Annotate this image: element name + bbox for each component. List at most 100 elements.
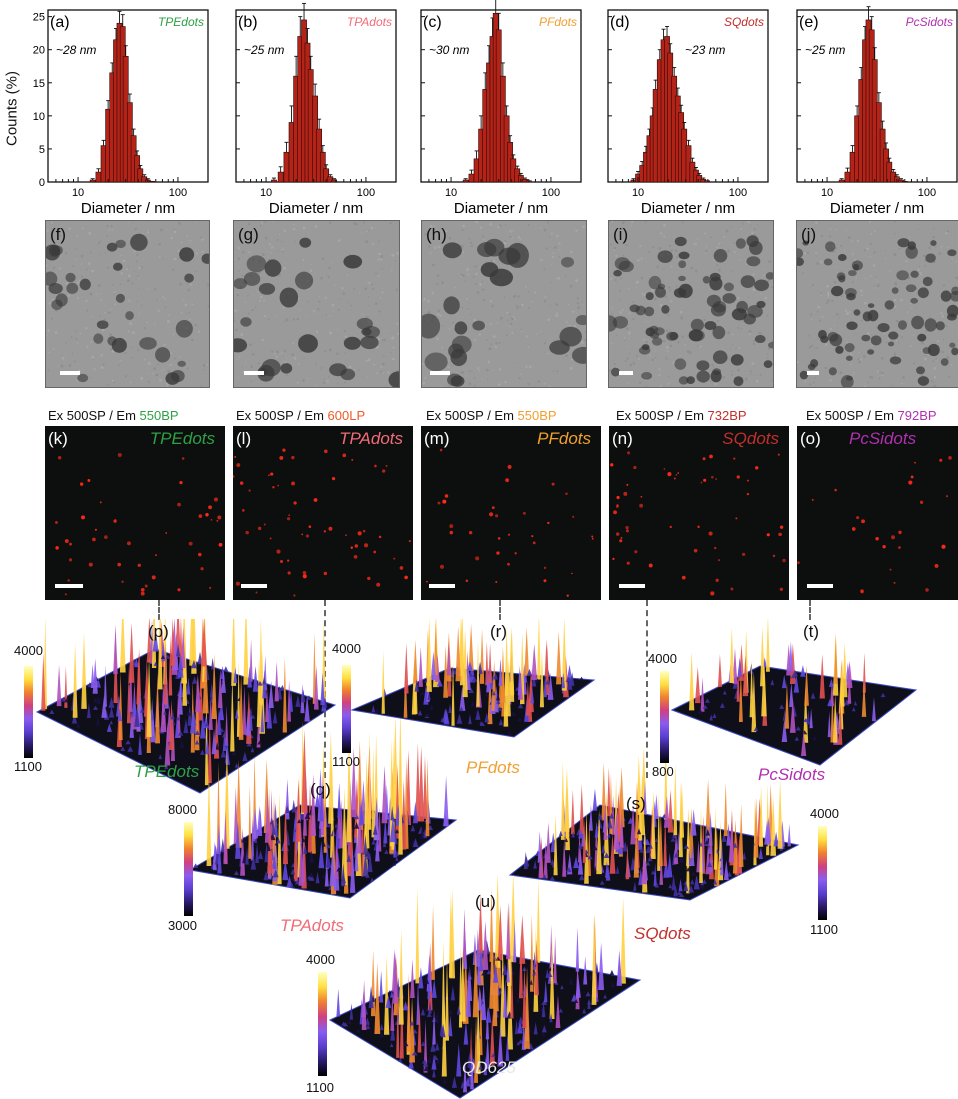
noise-grain [202, 368, 205, 371]
surface-peak [465, 970, 472, 1017]
surface-peak [354, 822, 360, 829]
noise-grain [919, 265, 921, 268]
surface-peak [773, 831, 779, 847]
fluorescent-spot [449, 524, 454, 529]
surface-peak [383, 955, 390, 1035]
scale-bar-l [241, 584, 267, 588]
noise-grain [117, 260, 119, 262]
surface-peak [467, 661, 473, 671]
noise-grain [367, 296, 370, 298]
noise-grain [52, 266, 56, 269]
noise-grain [770, 226, 772, 229]
surface-peak [245, 846, 249, 865]
noise-grain [159, 229, 163, 232]
noise-grain [90, 251, 93, 254]
surface-peak [328, 731, 334, 824]
nanoparticle [674, 236, 687, 247]
nanoparticle [840, 375, 854, 387]
surface-peak [245, 708, 251, 736]
fluorescent-spot [385, 465, 388, 467]
noise-grain [741, 320, 744, 323]
surface-peak [828, 678, 834, 687]
fluorescent-spot [514, 552, 517, 555]
surface-peak [524, 627, 530, 676]
surface-peak [435, 1042, 440, 1051]
surface-peak [613, 810, 620, 850]
noise-grain [731, 373, 734, 376]
noise-grain [82, 227, 85, 230]
noise-grain [346, 273, 349, 276]
surface-peak [722, 690, 727, 695]
noise-grain [849, 352, 853, 356]
noise-grain [368, 281, 371, 285]
nanoparticle [949, 342, 956, 348]
surface-peak [562, 838, 567, 877]
noise-grain [569, 284, 573, 288]
nanoparticle [838, 275, 846, 283]
nanoparticle [644, 306, 655, 317]
noise-grain [470, 245, 474, 248]
noise-grain [460, 273, 463, 276]
noise-grain [267, 318, 270, 321]
noise-grain [473, 384, 476, 387]
surface-peak [427, 1055, 432, 1063]
fluorescent-spot [378, 535, 382, 539]
surface-peak [851, 707, 856, 712]
noise-grain [429, 224, 433, 228]
fluorescent-spot [55, 521, 58, 524]
noise-grain [710, 380, 713, 383]
noise-grain [716, 246, 719, 249]
noise-grain [665, 329, 669, 333]
noise-grain [932, 385, 936, 387]
filter-caption-n: Ex 500SP / Em 732BP [616, 408, 747, 423]
surface-peak [393, 838, 397, 858]
surface-peak [467, 1051, 472, 1068]
noise-grain [543, 382, 546, 385]
surface-peak [321, 874, 326, 879]
noise-grain [102, 363, 105, 366]
surface-peak [442, 1078, 448, 1084]
noise-grain [153, 287, 157, 291]
noise-grain [138, 277, 140, 280]
noise-grain [271, 350, 274, 353]
surface-peak [668, 883, 673, 889]
fluorescent-spot [834, 488, 837, 492]
noise-grain [731, 270, 734, 272]
surface-peak [242, 751, 248, 762]
surface-peak [477, 986, 483, 1011]
noise-grain [869, 242, 873, 246]
surface-peak [486, 667, 491, 693]
noise-grain [658, 247, 662, 250]
noise-grain [900, 382, 903, 385]
fluorescent-spot [507, 533, 511, 536]
fluorescent-spot [404, 575, 408, 580]
surface-peak [273, 869, 279, 878]
noise-grain [472, 276, 475, 279]
noise-grain [48, 351, 50, 354]
nanoparticle [702, 275, 711, 284]
noise-grain [893, 298, 897, 302]
noise-grain [154, 321, 156, 323]
fluorescent-spot [620, 536, 623, 539]
surface-peak [549, 876, 555, 881]
surface-peak [565, 866, 572, 873]
surface-peak [404, 643, 409, 694]
noise-grain [111, 350, 115, 353]
surface-peak [243, 619, 249, 685]
noise-grain [576, 297, 579, 300]
fluorescent-spot [328, 526, 333, 531]
noise-grain [720, 243, 722, 246]
noise-grain [751, 231, 754, 234]
noise-grain [584, 338, 586, 342]
noise-grain [132, 331, 136, 335]
fluorescent-spot [200, 567, 204, 571]
surface-peak [524, 966, 530, 1049]
noise-grain [829, 235, 832, 238]
noise-grain [573, 324, 577, 327]
surface-peak [168, 699, 175, 750]
surface-peak [395, 856, 399, 861]
surface-peak [795, 726, 801, 731]
nanoparticle [46, 271, 58, 287]
noise-grain [317, 308, 320, 311]
noise-grain [238, 270, 240, 273]
